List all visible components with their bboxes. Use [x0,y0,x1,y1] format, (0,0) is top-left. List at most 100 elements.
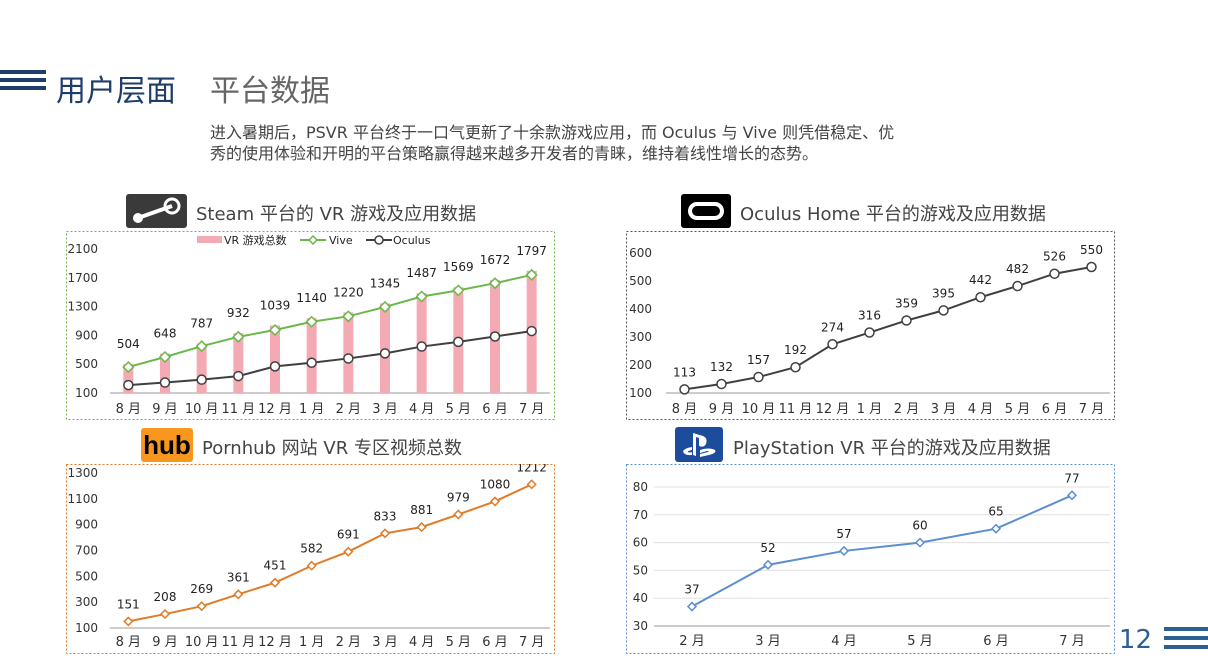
pornhub-x-tick: 3 月 [372,635,397,650]
pornhub-y-tick: 900 [75,518,98,532]
steam-data-label: 1569 [443,260,474,274]
oculus-line [684,266,1092,391]
steam-chart-title: Steam 平台的 VR 游戏及应用数据 [196,204,477,225]
steam-bar [270,325,280,393]
oculus-data-label: 316 [858,309,881,323]
steam-data-label: 787 [190,317,213,331]
psvr-x-tick: 6 月 [983,634,1008,649]
steam-vive-point [122,361,135,374]
steam-chart: 2100 1700 1300 900 500 100 8 月 9 月 10 月 11 月 12 月 1… [66,231,555,420]
pornhub-point [489,496,501,507]
oculus-x-tick: 9 月 [709,402,734,417]
oculus-y-tick: 500 [629,274,652,288]
steam-vive-line [128,273,532,369]
steam-y-tick: 500 [75,357,98,371]
steam-oculus-point [196,374,207,385]
description-line-1: 进入暑期后，PSVR 平台终于一口气更新了十余款游戏应用，而 Oculus 与 … [210,123,895,142]
psvr-data-label: 52 [760,541,775,555]
oculus-data-label: 442 [969,273,992,287]
psvr-data-label: 65 [988,505,1003,519]
steam-border [66,231,555,420]
steam-bar [160,353,170,393]
pornhub-x-tick: 4 月 [409,635,434,650]
legend-bar-label: VR 游戏总数 [224,233,287,247]
pornhub-x-tick: 7 月 [519,635,544,650]
oculus-x-tick: 12 月 [816,402,850,417]
page-bars-icon [1164,627,1208,653]
steam-oculus-line [128,330,532,387]
psvr-x-tick: 3 月 [755,634,780,649]
steam-x-tick: 8 月 [116,402,141,417]
pornhub-line [128,483,533,623]
oculus-data-label: 482 [1006,262,1029,276]
steam-oculus-point [526,325,537,337]
steam-oculus-point [343,353,354,364]
oculus-point [938,305,949,316]
oculus-y-tick: 200 [629,358,652,372]
steam-oculus-point [379,348,391,359]
steam-data-label: 648 [154,327,177,341]
psvr-x-tick: 5 月 [907,634,932,649]
steam-x-tick: 7 月 [519,402,544,417]
pornhub-data-label: 361 [227,570,250,584]
page-title: 用户层面 [56,74,176,109]
psvr-x-tick: 7 月 [1059,634,1084,649]
pornhub-y-tick: 700 [75,544,98,558]
steam-y-tick: 2100 [67,242,98,256]
oculus-y-tick: 300 [629,330,652,344]
pornhub-y-tick: 300 [75,595,98,609]
steam-x-tick: 1 月 [299,402,324,417]
pornhub-data-label: 1080 [480,477,511,491]
pornhub-point [343,546,354,557]
steam-vive-point [305,315,318,328]
oculus-point [1086,261,1097,273]
steam-oculus-point [123,379,134,391]
description: 进入暑期后，PSVR 平台终于一口气更新了十余款游戏应用，而 Oculus 与 … [210,122,1010,164]
oculus-x-tick: 7 月 [1079,402,1104,417]
steam-data-label: 932 [227,306,250,320]
steam-vive-point [488,277,502,290]
pornhub-x-tick: 1 月 [299,635,324,650]
pornhub-point [196,601,207,612]
steam-vive-point [158,350,172,364]
oculus-y-tick: 400 [629,302,652,316]
legend-vive-label: Vive [329,234,353,247]
steam-x-tick: 11 月 [221,402,255,417]
steam-x-tick: 2 月 [336,402,361,417]
oculus-x-tick: 5 月 [1005,402,1030,417]
pornhub-x-tick: 12 月 [258,635,292,650]
pornhub-y-tick: 1100 [67,492,98,506]
title-bars-icon [0,70,46,98]
psvr-data-label: 57 [836,527,851,541]
steam-oculus-point [306,357,317,369]
pornhub-border [66,464,555,654]
psvr-y-tick: 50 [633,563,648,577]
steam-bar [343,312,354,393]
psvr-point [914,537,926,548]
steam-oculus-point [233,370,244,382]
steam-x-tick: 9 月 [152,402,177,417]
oculus-data-label: 113 [673,365,696,379]
oculus-data-label: 274 [821,320,844,334]
oculus-point [864,327,875,338]
steam-y-tick: 1700 [67,271,98,285]
page-subtitle: 平台数据 [210,74,330,109]
oculus-data-label: 550 [1080,243,1103,257]
pornhub-x-tick: 9 月 [152,635,177,650]
steam-data-label: 1672 [480,253,511,267]
pornhub-x-tick: 8 月 [116,635,141,650]
psvr-data-label: 77 [1064,471,1079,485]
pornhub-x-tick: 5 月 [446,635,471,650]
psvr-chart-title: PlayStation VR 平台的游戏及应用数据 [733,438,1051,459]
pornhub-data-label: 1212 [516,464,547,474]
steam-x-tick: 12 月 [258,402,292,417]
pornhub-point [416,522,427,533]
steam-bar [123,363,134,393]
psvr-x-tick: 4 月 [831,634,856,649]
steam-bar [233,333,244,393]
psvr-border [626,464,1115,654]
steam-vive-point [452,284,465,297]
oculus-border [626,231,1115,420]
steam-vive-point [195,340,208,353]
pornhub-data-label: 833 [374,509,397,523]
